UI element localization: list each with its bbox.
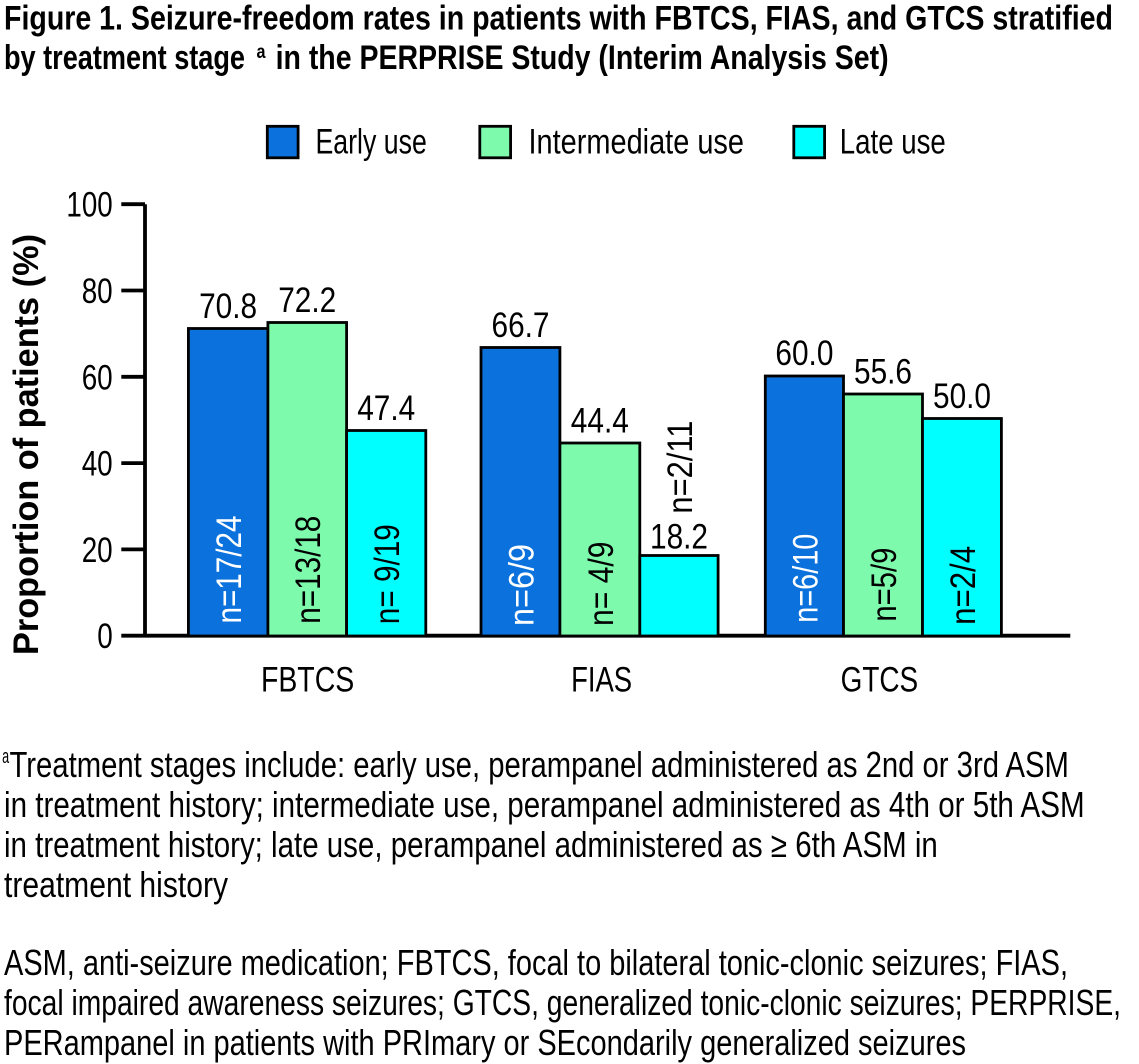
svg-text:80: 80	[82, 272, 113, 311]
svg-text:in treatment history; intermed: in treatment history; intermediate use, …	[4, 784, 1085, 825]
svg-text:55.6: 55.6	[854, 353, 912, 392]
svg-text:44.4: 44.4	[571, 402, 629, 441]
svg-text:72.2: 72.2	[278, 281, 336, 320]
svg-text:treatment history: treatment history	[4, 864, 228, 905]
svg-text:66.7: 66.7	[492, 306, 550, 345]
svg-text:FIAS: FIAS	[571, 661, 632, 700]
svg-text:n=13/18: n=13/18	[289, 516, 328, 624]
svg-text:Early use: Early use	[316, 123, 427, 162]
svg-text:Intermediate use: Intermediate use	[529, 123, 745, 162]
svg-text:focal impaired awareness seizu: focal impaired awareness seizures; GTCS,…	[4, 982, 1121, 1023]
svg-text:20: 20	[82, 531, 113, 570]
svg-text:FBTCS: FBTCS	[261, 661, 354, 700]
svg-text:by treatment stage: by treatment stage	[4, 39, 245, 77]
svg-text:in the PERPRISE Study (Interim: in the PERPRISE Study (Interim Analysis …	[276, 39, 889, 77]
svg-text:60.0: 60.0	[775, 334, 833, 373]
svg-text:Late use: Late use	[840, 123, 946, 162]
svg-text:n=6/10: n=6/10	[786, 534, 825, 623]
svg-text:n=6/9: n=6/9	[503, 544, 542, 626]
svg-text:60: 60	[82, 358, 113, 397]
svg-text:GTCS: GTCS	[841, 661, 919, 700]
svg-text:0: 0	[97, 617, 113, 656]
svg-text:70.8: 70.8	[199, 287, 257, 326]
svg-text:Proportion of patients (%): Proportion of patients (%)	[7, 234, 46, 655]
svg-text:50.0: 50.0	[933, 377, 991, 416]
svg-text:100: 100	[66, 186, 112, 225]
svg-text:n=17/24: n=17/24	[210, 516, 249, 624]
svg-text:ASM, anti-seizure medication;: ASM, anti-seizure medication; FBTCS, foc…	[4, 942, 1068, 983]
svg-text:n= 9/19: n= 9/19	[368, 524, 407, 624]
svg-text:a: a	[257, 42, 266, 63]
svg-text:Figure 1. Seizure-freedom rate: Figure 1. Seizure-freedom rates in patie…	[4, 0, 1113, 37]
svg-text:n= 4/9: n= 4/9	[582, 542, 621, 627]
svg-text:PERampanel in patients with PR: PERampanel in patients with PRImary or S…	[4, 1022, 966, 1063]
svg-text:47.4: 47.4	[357, 389, 415, 428]
svg-text:40: 40	[82, 445, 113, 484]
svg-text:Treatment stages include: earl: Treatment stages include: early use, per…	[10, 744, 1069, 785]
svg-text:n=2/11: n=2/11	[661, 421, 700, 514]
svg-text:in treatment history; late use: in treatment history; late use, perampan…	[4, 824, 938, 865]
svg-text:18.2: 18.2	[650, 518, 708, 557]
svg-text:a: a	[2, 746, 10, 768]
svg-text:n=2/4: n=2/4	[944, 546, 983, 625]
svg-text:n=5/9: n=5/9	[865, 548, 904, 622]
